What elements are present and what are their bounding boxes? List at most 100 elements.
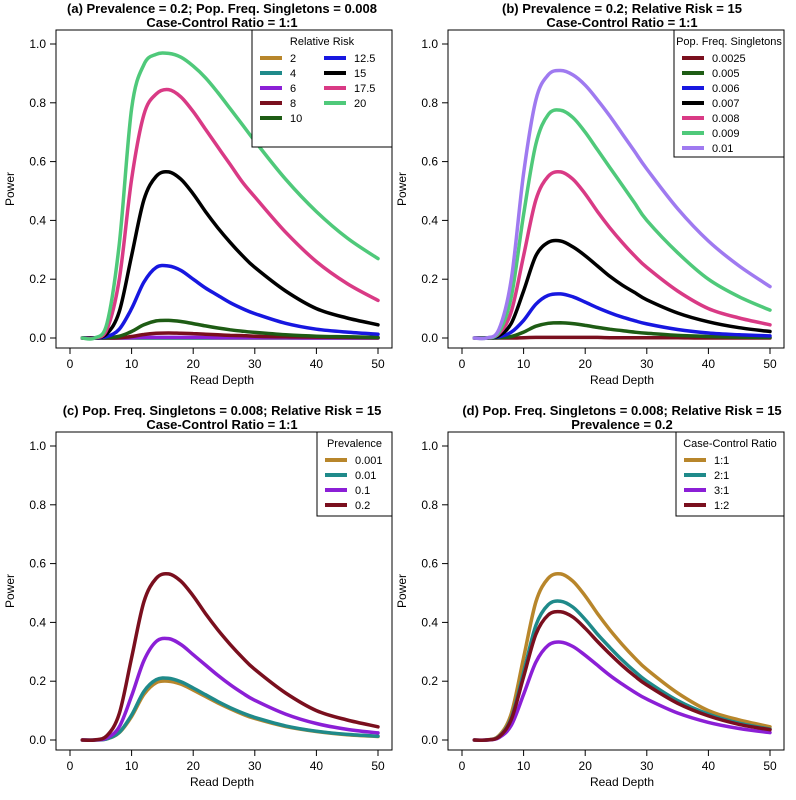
y-tick-label: 0.8 [421, 96, 438, 110]
series-line-1-1 [472, 571, 772, 743]
series-line-0-01 [472, 68, 772, 341]
y-tick-label: 0.2 [421, 272, 438, 286]
legend-label: 1:2 [714, 500, 729, 512]
y-tick-label: 0.4 [29, 213, 46, 227]
series-line-0-007 [472, 238, 772, 340]
legend-label: 8 [290, 98, 296, 110]
y-tick-label: 0.0 [421, 733, 438, 747]
legend-label: 0.005 [712, 68, 740, 80]
legend-label: 2 [290, 53, 296, 65]
x-tick-label: 50 [763, 357, 777, 371]
legend-title: Case-Control Ratio [683, 438, 777, 450]
legend-label: 0.006 [712, 83, 740, 95]
plot-frame [447, 29, 785, 349]
chart-title: (a) Prevalence = 0.2; Pop. Freq. Singlet… [67, 1, 377, 16]
series-line-20 [80, 51, 380, 341]
legend: Prevalence 0.001 0.01 0.1 0.2 [316, 431, 393, 517]
series-line-0-006 [472, 292, 772, 340]
y-tick-label: 1.0 [29, 37, 46, 51]
y-tick-label: 1.0 [29, 439, 46, 453]
legend-label: 2:1 [714, 470, 729, 482]
y-tick-label: 0.0 [29, 733, 46, 747]
legend-title: Relative Risk [290, 36, 355, 48]
series-line-0-01 [80, 676, 380, 742]
legend: Pop. Freq. Singletons 0.0025 0.005 0.006 0.0… [673, 29, 785, 158]
y-tick-label: 0.4 [421, 615, 438, 629]
x-tick-label: 10 [517, 759, 531, 773]
x-tick-label: 20 [187, 357, 201, 371]
legend: Case-Control Ratio 1:1 2:1 3:1 1:2 [675, 431, 785, 517]
x-tick-label: 50 [371, 357, 385, 371]
legend-label: 0.001 [355, 455, 383, 467]
series-line-0-2 [80, 571, 380, 743]
legend-label: 1:1 [714, 455, 729, 467]
legend-title: Prevalence [327, 438, 382, 450]
x-tick-label: 20 [579, 759, 593, 773]
plot-frame [447, 431, 785, 751]
chart-title: (b) Prevalence = 0.2; Relative Risk = 15 [502, 1, 742, 16]
series-line-3-1 [472, 640, 772, 742]
chart-subtitle: Prevalence = 0.2 [571, 417, 673, 432]
series-line-0-1 [80, 636, 380, 742]
x-axis-label: Read Depth [590, 775, 654, 789]
y-axis-label: Power [395, 574, 409, 608]
series-line-15 [80, 169, 380, 341]
x-tick-label: 20 [579, 357, 593, 371]
series-line-0-008 [472, 169, 772, 341]
legend: Relative Risk 2 4 6 8 10 12.5 15 17.5 20 [251, 29, 393, 148]
legend-label: 0.0025 [712, 53, 746, 65]
chart-panel-c: (c) Pop. Freq. Singletons = 0.008; Relat… [3, 403, 393, 789]
y-axis-label: Power [395, 172, 409, 206]
chart-title: (c) Pop. Freq. Singletons = 0.008; Relat… [63, 403, 382, 418]
plot-frame [55, 29, 393, 349]
y-axis-label: Power [3, 172, 17, 206]
x-tick-label: 20 [187, 759, 201, 773]
series-line-0-009 [472, 108, 772, 341]
legend-label: 0.01 [712, 143, 733, 155]
x-tick-label: 10 [517, 357, 531, 371]
chart-title: (d) Pop. Freq. Singletons = 0.008; Relat… [462, 403, 781, 418]
chart-panel-a: (a) Prevalence = 0.2; Pop. Freq. Singlet… [3, 1, 393, 387]
legend-box [673, 29, 785, 158]
series-line-12-5 [80, 263, 380, 340]
x-tick-label: 40 [310, 357, 324, 371]
y-tick-label: 0.6 [421, 557, 438, 571]
y-tick-label: 0.2 [29, 272, 46, 286]
legend-label: 10 [290, 113, 302, 125]
y-tick-label: 1.0 [421, 439, 438, 453]
y-tick-label: 0.8 [421, 498, 438, 512]
y-tick-label: 0.4 [29, 615, 46, 629]
plot-frame [55, 431, 393, 751]
x-tick-label: 0 [459, 759, 466, 773]
y-tick-label: 0.4 [421, 213, 438, 227]
y-tick-label: 0.6 [421, 155, 438, 169]
legend-label: 0.008 [712, 113, 740, 125]
chart-subtitle: Case-Control Ratio = 1:1 [146, 15, 297, 30]
x-tick-label: 40 [702, 357, 716, 371]
x-tick-label: 50 [763, 759, 777, 773]
legend-label: 3:1 [714, 485, 729, 497]
legend-label: 0.2 [355, 500, 370, 512]
x-tick-label: 30 [640, 759, 654, 773]
chart-subtitle: Case-Control Ratio = 1:1 [146, 417, 297, 432]
chart-panel-b: (b) Prevalence = 0.2; Relative Risk = 15… [395, 1, 785, 387]
y-tick-label: 0.8 [29, 498, 46, 512]
y-tick-label: 0.0 [29, 331, 46, 345]
x-tick-label: 10 [125, 357, 139, 371]
series-line-17-5 [80, 87, 380, 341]
series-line-10 [80, 318, 380, 340]
x-tick-label: 40 [310, 759, 324, 773]
legend-label: 20 [354, 98, 366, 110]
x-tick-label: 30 [248, 357, 262, 371]
y-tick-label: 0.8 [29, 96, 46, 110]
x-tick-label: 0 [67, 357, 74, 371]
legend-label: 6 [290, 83, 296, 95]
legend-label: 0.009 [712, 128, 740, 140]
x-tick-label: 10 [125, 759, 139, 773]
legend-label: 12.5 [354, 53, 375, 65]
x-tick-label: 30 [640, 357, 654, 371]
chart-subtitle: Case-Control Ratio = 1:1 [546, 15, 697, 30]
legend-label: 0.01 [355, 470, 376, 482]
y-tick-label: 0.2 [421, 674, 438, 688]
